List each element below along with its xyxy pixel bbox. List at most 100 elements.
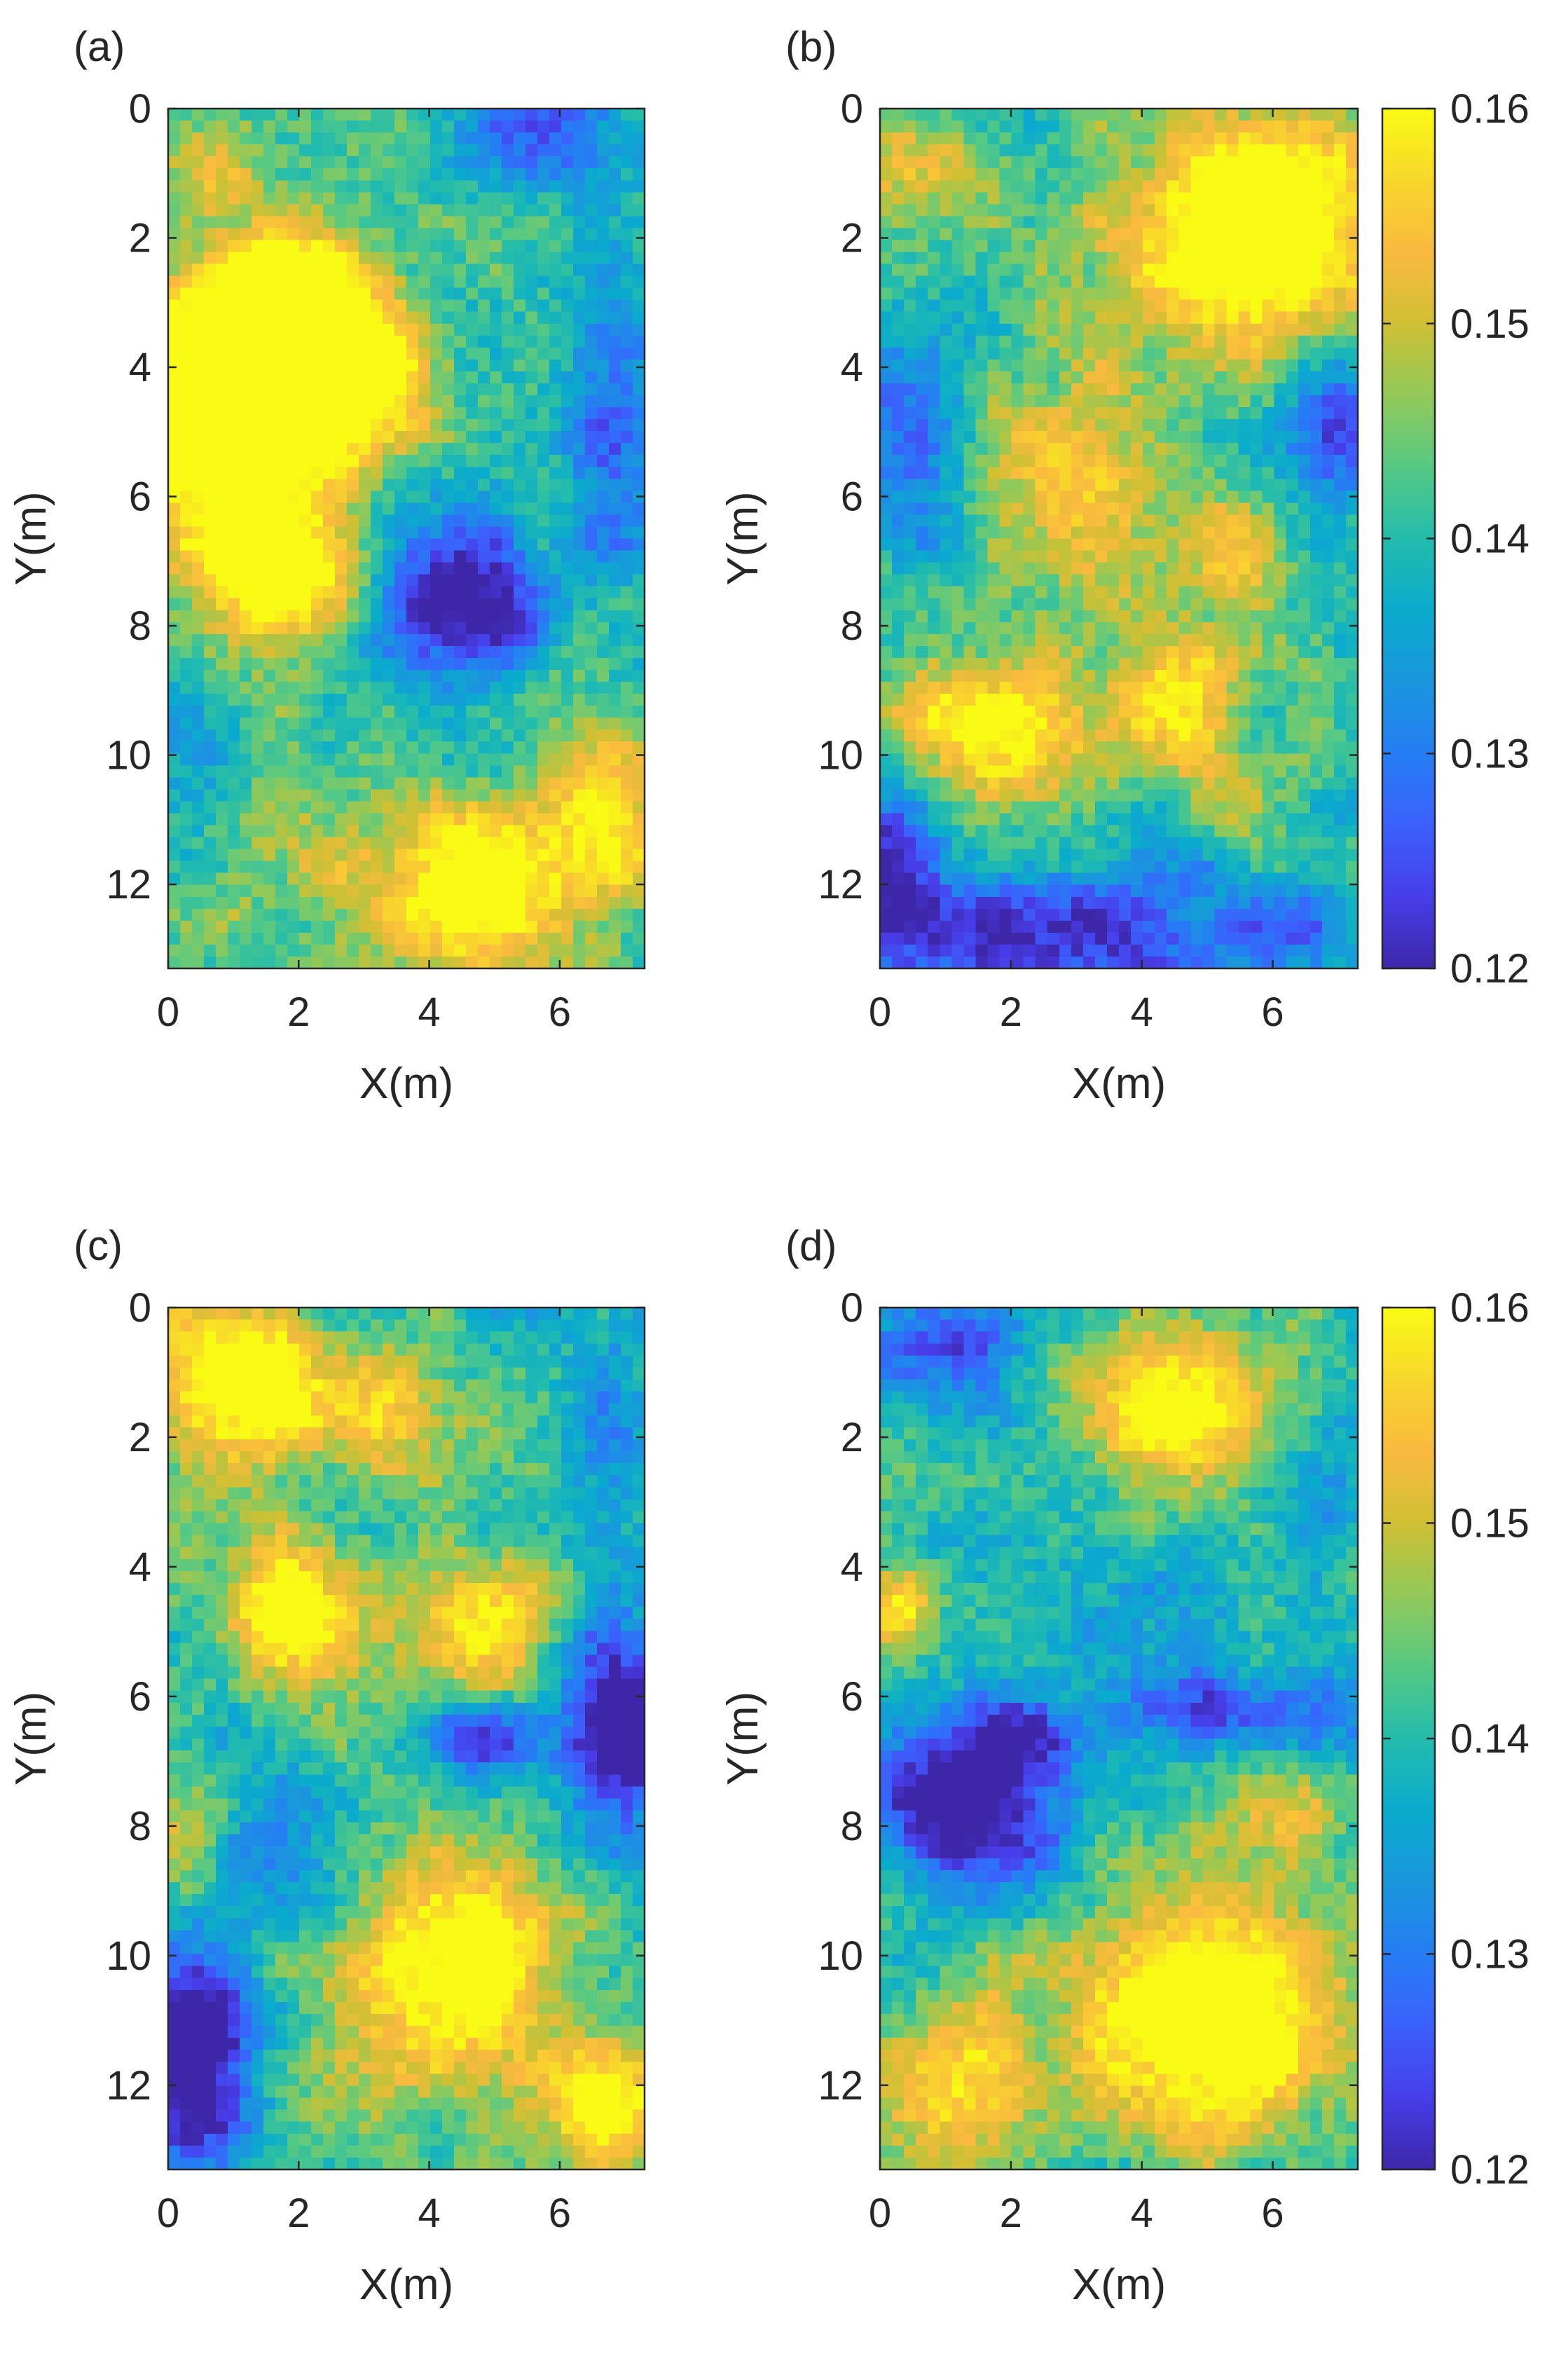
heatmap-cell — [252, 323, 264, 336]
heatmap-cell — [180, 813, 193, 826]
heatmap-cell — [228, 287, 240, 301]
heatmap-cell — [299, 729, 312, 742]
heatmap-cell — [525, 896, 538, 910]
heatmap-cell — [228, 586, 240, 599]
heatmap-cell — [490, 407, 502, 420]
heatmap-cell — [537, 491, 550, 503]
heatmap-cell — [430, 777, 443, 790]
heatmap-cell — [478, 753, 490, 766]
heatmap-cell — [1274, 491, 1287, 503]
heatmap-cell — [252, 275, 264, 289]
heatmap-cell — [287, 920, 300, 933]
heatmap-cell — [1035, 263, 1048, 277]
heatmap-cell — [168, 311, 181, 324]
heatmap-cell — [609, 645, 621, 659]
heatmap-cell — [1047, 682, 1060, 694]
heatmap-cell — [1082, 204, 1096, 217]
heatmap-cell — [168, 192, 181, 205]
heatmap-cell — [192, 383, 205, 396]
heatmap-cell — [442, 144, 455, 157]
heatmap-cell — [466, 741, 479, 754]
heatmap-cell — [1155, 443, 1167, 455]
heatmap-cell — [1082, 311, 1096, 324]
heatmap-cell — [263, 657, 276, 671]
heatmap-cell — [418, 753, 431, 766]
heatmap-cell — [585, 371, 598, 384]
heatmap-cell — [1321, 502, 1335, 516]
heatmap-cell — [418, 586, 431, 599]
heatmap-cell — [1071, 216, 1084, 229]
heatmap-cell — [1238, 479, 1251, 491]
heatmap-cell — [621, 419, 633, 432]
axes-box — [167, 107, 646, 970]
heatmap-cell — [951, 633, 964, 647]
heatmap-cell — [502, 837, 514, 850]
heatmap-cell — [1321, 419, 1335, 432]
heatmap-cell — [549, 920, 562, 933]
heatmap-cell — [892, 562, 905, 575]
heatmap-cell — [1047, 598, 1060, 611]
heatmap-cell — [1298, 216, 1311, 229]
heatmap-cell — [454, 694, 467, 706]
heatmap-cell — [204, 359, 216, 372]
heatmap-cell — [263, 287, 276, 301]
heatmap-cell — [585, 395, 598, 408]
heatmap-cell — [466, 455, 479, 467]
heatmap-cell — [1082, 335, 1096, 348]
heatmap-cell — [359, 323, 371, 336]
heatmap-cell — [892, 694, 905, 706]
heatmap-cell — [430, 204, 443, 217]
heatmap-cell — [490, 741, 502, 754]
heatmap-cell — [204, 598, 216, 611]
heatmap-cell — [904, 502, 916, 516]
heatmap-cell — [371, 944, 383, 957]
heatmap-cell — [633, 932, 645, 945]
heatmap-cell — [1155, 228, 1167, 241]
heatmap-cell — [1119, 514, 1132, 528]
heatmap-cell — [585, 526, 598, 540]
heatmap-cell — [275, 383, 288, 396]
heatmap-cell — [1226, 371, 1239, 384]
heatmap-cell — [514, 323, 526, 336]
heatmap-cell — [168, 550, 181, 563]
heatmap-cell — [406, 574, 419, 587]
heatmap-cell — [1226, 132, 1239, 145]
heatmap-cell — [1345, 431, 1359, 444]
heatmap-cell — [168, 633, 181, 647]
heatmap-cell — [180, 538, 193, 551]
heatmap-cell — [418, 455, 431, 467]
heatmap-cell — [1298, 657, 1311, 671]
heatmap-cell — [1167, 526, 1179, 540]
heatmap-cell — [880, 586, 893, 599]
heatmap-cell — [442, 729, 455, 742]
heatmap-cell — [633, 813, 645, 826]
heatmap-cell — [951, 467, 964, 479]
heatmap-cell — [228, 275, 240, 289]
heatmap-cell — [287, 502, 300, 516]
heatmap-cell — [1178, 669, 1191, 683]
heatmap-cell — [633, 944, 645, 957]
heatmap-cell — [359, 562, 371, 575]
heatmap-cell — [1155, 682, 1167, 694]
heatmap-cell — [1274, 371, 1287, 384]
heatmap-cell — [1286, 574, 1299, 587]
heatmap-cell — [1106, 359, 1120, 372]
heatmap-cell — [1131, 252, 1143, 265]
heatmap-cell — [940, 479, 952, 491]
heatmap-cell — [1286, 192, 1299, 205]
heatmap-cell — [1059, 669, 1072, 683]
heatmap-cell — [192, 502, 205, 516]
heatmap-cell — [561, 455, 574, 467]
heatmap-cell — [180, 144, 193, 157]
heatmap-cell — [1035, 502, 1048, 516]
heatmap-cell — [585, 491, 598, 503]
heatmap-cell — [454, 204, 467, 217]
heatmap-cell — [1345, 682, 1359, 694]
heatmap-cell — [1047, 204, 1060, 217]
heatmap-cell — [597, 526, 610, 540]
heatmap-cell — [633, 777, 645, 790]
heatmap-cell — [963, 263, 976, 277]
heatmap-cell — [585, 896, 598, 910]
heatmap-cell — [228, 431, 240, 444]
heatmap-cell — [1094, 109, 1108, 121]
